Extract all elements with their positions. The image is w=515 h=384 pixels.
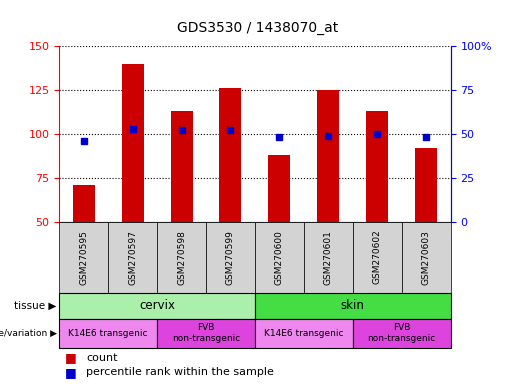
Text: ■: ■ bbox=[64, 366, 76, 379]
Bar bbox=[122, 64, 144, 222]
Text: ■: ■ bbox=[64, 351, 76, 364]
Bar bbox=[415, 148, 437, 222]
Text: FVB
non-transgenic: FVB non-transgenic bbox=[368, 323, 436, 343]
Bar bbox=[219, 88, 242, 222]
Text: GSM270599: GSM270599 bbox=[226, 230, 235, 285]
Text: K14E6 transgenic: K14E6 transgenic bbox=[264, 329, 344, 338]
Text: GSM270598: GSM270598 bbox=[177, 230, 186, 285]
Text: genotype/variation ▶: genotype/variation ▶ bbox=[0, 329, 57, 338]
Text: tissue ▶: tissue ▶ bbox=[14, 301, 57, 311]
Text: skin: skin bbox=[341, 299, 365, 312]
Text: FVB
non-transgenic: FVB non-transgenic bbox=[172, 323, 240, 343]
Text: count: count bbox=[86, 353, 117, 363]
Bar bbox=[317, 90, 339, 222]
Bar bbox=[73, 185, 95, 222]
Text: GSM270597: GSM270597 bbox=[128, 230, 137, 285]
Text: GSM270603: GSM270603 bbox=[422, 230, 431, 285]
Text: cervix: cervix bbox=[139, 299, 175, 312]
Text: GSM270600: GSM270600 bbox=[275, 230, 284, 285]
Text: K14E6 transgenic: K14E6 transgenic bbox=[68, 329, 148, 338]
Text: GSM270602: GSM270602 bbox=[373, 230, 382, 285]
Text: GSM270601: GSM270601 bbox=[324, 230, 333, 285]
Text: percentile rank within the sample: percentile rank within the sample bbox=[86, 367, 274, 377]
Text: GSM270595: GSM270595 bbox=[79, 230, 88, 285]
Bar bbox=[366, 111, 388, 222]
Text: GDS3530 / 1438070_at: GDS3530 / 1438070_at bbox=[177, 21, 338, 35]
Bar bbox=[170, 111, 193, 222]
Bar bbox=[268, 155, 290, 222]
